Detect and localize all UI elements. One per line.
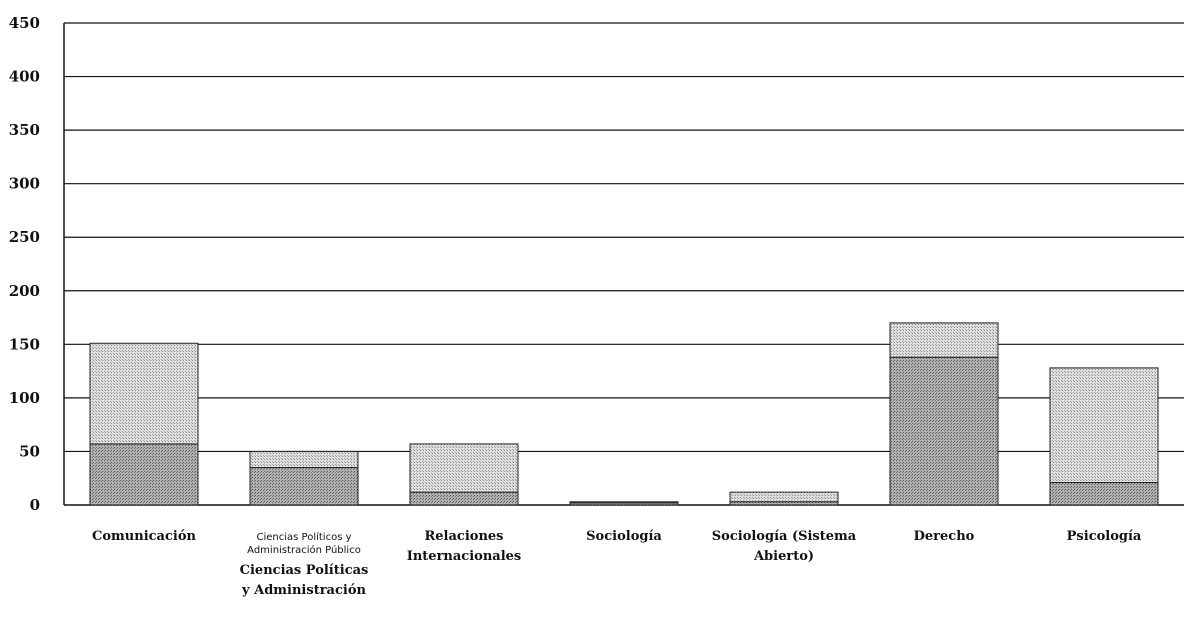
bar-segment xyxy=(409,491,519,506)
category-label: Sociología xyxy=(586,529,662,544)
y-tick-label: 450 xyxy=(9,14,40,32)
category-caption: Ciencias Políticas xyxy=(240,563,369,578)
y-tick-label: 150 xyxy=(9,335,40,353)
y-tick-label: 0 xyxy=(30,496,40,514)
bar-segment xyxy=(1049,482,1159,506)
y-tick-label: 400 xyxy=(9,68,40,86)
category-label: Abierto) xyxy=(753,549,814,564)
bar-segment xyxy=(569,501,679,504)
axes xyxy=(63,23,1184,506)
category-label: Relaciones xyxy=(424,529,503,544)
category-label: Psicología xyxy=(1067,529,1142,544)
bar-segment xyxy=(89,342,199,445)
category-label: Ciencias Políticos y xyxy=(256,531,351,543)
y-tick-label: 200 xyxy=(9,282,40,300)
bar-segment xyxy=(1049,367,1159,484)
category-label: Sociología (Sistema xyxy=(712,529,857,544)
y-tick-label: 350 xyxy=(9,121,40,139)
y-tick-label: 100 xyxy=(9,389,40,407)
category-label: Derecho xyxy=(914,529,975,544)
gridlines xyxy=(64,22,1184,453)
category-caption: y Administración xyxy=(241,583,366,598)
bar-segment xyxy=(889,322,999,358)
y-tick-label: 250 xyxy=(9,228,40,246)
bar-segment xyxy=(409,443,519,493)
y-tick-label: 300 xyxy=(9,175,40,193)
category-label: Internacionales xyxy=(407,549,521,564)
bar-segment xyxy=(89,443,199,506)
bar-segment xyxy=(249,450,359,469)
y-tick-label: 50 xyxy=(19,442,40,460)
bar-segment xyxy=(249,467,359,506)
category-label: Administración Público xyxy=(247,544,361,556)
labels: 0 50 100 150 200 250 300 350 400 450 Comunicación C… xyxy=(9,14,1142,598)
category-label: Comunicación xyxy=(92,529,196,544)
bar-segment xyxy=(889,356,999,506)
bar-segment xyxy=(729,491,839,503)
bars xyxy=(89,322,1159,506)
